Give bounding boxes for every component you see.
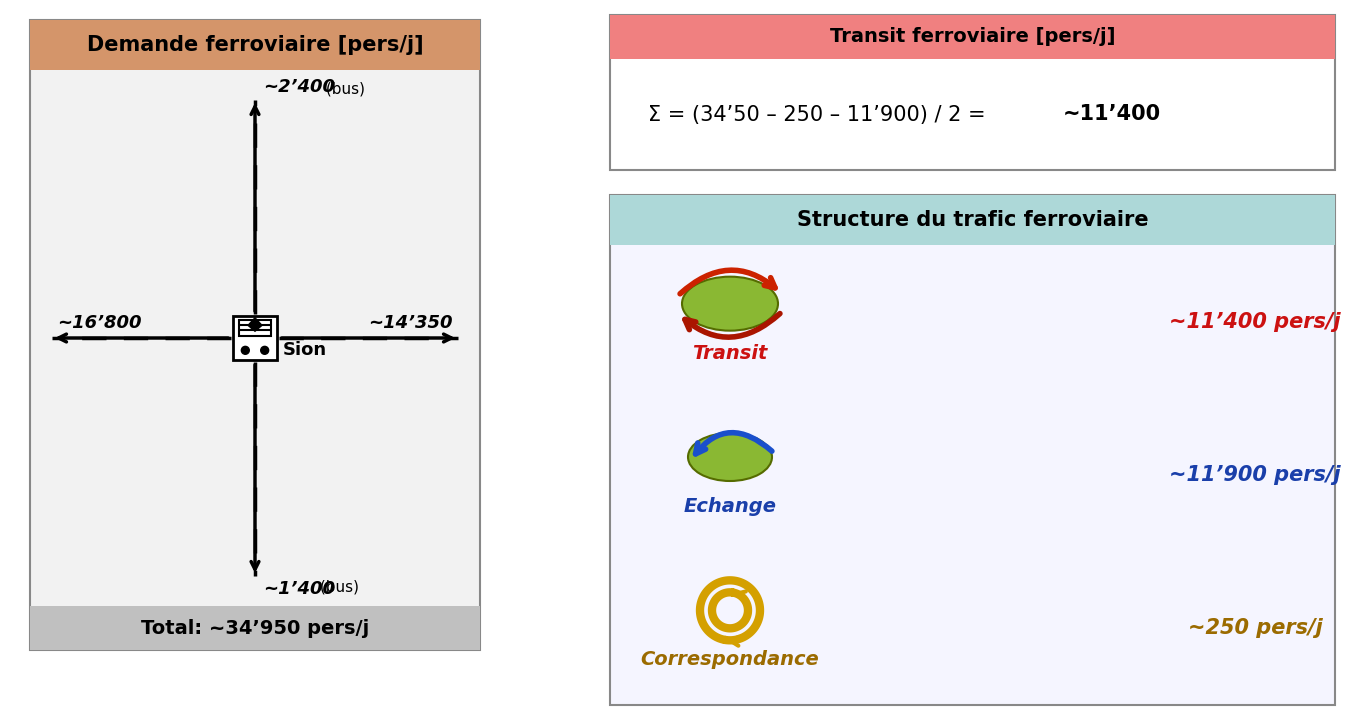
FancyBboxPatch shape (30, 20, 480, 650)
Text: Demande ferroviaire [pers/j]: Demande ferroviaire [pers/j] (87, 35, 424, 55)
FancyBboxPatch shape (611, 15, 1334, 170)
Ellipse shape (682, 277, 778, 330)
Ellipse shape (688, 433, 771, 481)
Text: Total: ~34’950 pers/j: Total: ~34’950 pers/j (140, 619, 369, 637)
Text: (bus): (bus) (315, 580, 358, 595)
Text: ~11’400: ~11’400 (1063, 105, 1161, 124)
Circle shape (260, 346, 269, 354)
Text: (bus): (bus) (322, 81, 365, 96)
Circle shape (241, 346, 249, 354)
Text: Structure du trafic ferroviaire: Structure du trafic ferroviaire (797, 210, 1148, 230)
FancyBboxPatch shape (611, 195, 1334, 705)
Text: Transit ferroviaire [pers/j]: Transit ferroviaire [pers/j] (830, 28, 1115, 46)
Text: Echange: Echange (683, 497, 777, 516)
Text: ~11’900 pers/j: ~11’900 pers/j (1169, 465, 1341, 485)
Text: Σ = (34’50 – 250 – 11’900) / 2 =: Σ = (34’50 – 250 – 11’900) / 2 = (647, 105, 992, 124)
Text: Sion: Sion (284, 341, 327, 359)
FancyBboxPatch shape (239, 319, 271, 336)
Text: ~14’350: ~14’350 (368, 314, 453, 332)
Text: ~1’400: ~1’400 (263, 580, 335, 598)
Text: ~11’400 pers/j: ~11’400 pers/j (1169, 311, 1341, 332)
Text: ~250 pers/j: ~250 pers/j (1187, 619, 1322, 638)
Text: Transit: Transit (692, 343, 767, 363)
FancyBboxPatch shape (611, 15, 1334, 59)
Polygon shape (248, 318, 262, 331)
FancyBboxPatch shape (30, 606, 480, 650)
FancyBboxPatch shape (30, 20, 480, 70)
Text: ~16’800: ~16’800 (57, 314, 142, 332)
Text: Correspondance: Correspondance (641, 650, 819, 669)
FancyBboxPatch shape (233, 316, 277, 360)
Text: ~2’400: ~2’400 (263, 78, 335, 96)
FancyBboxPatch shape (611, 195, 1334, 245)
